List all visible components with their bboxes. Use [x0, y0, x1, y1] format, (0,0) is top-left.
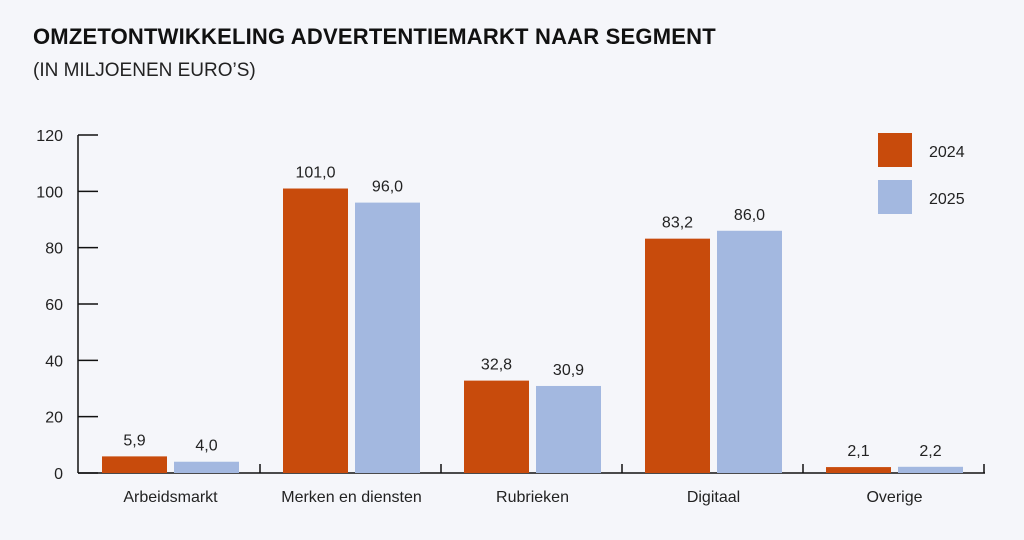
- legend-label: 2024: [929, 144, 965, 161]
- x-category-label: Arbeidsmarkt: [123, 489, 218, 506]
- bar-value-label: 5,9: [123, 432, 145, 449]
- x-category-label: Rubrieken: [496, 489, 569, 506]
- bar-value-label: 96,0: [372, 179, 403, 196]
- y-tick-label: 120: [36, 128, 63, 145]
- y-tick-label: 60: [45, 297, 63, 314]
- bar-value-label: 101,0: [295, 165, 335, 182]
- chart-subtitle: (IN MILJOENEN EURO’S): [33, 60, 256, 81]
- bar-2024: [283, 188, 348, 473]
- bar-value-label: 30,9: [553, 362, 584, 379]
- bar-2024: [102, 456, 167, 473]
- bar-2025: [898, 466, 963, 473]
- bar-value-label: 2,2: [919, 443, 941, 460]
- legend-label: 2025: [929, 191, 965, 208]
- y-tick-label: 80: [45, 241, 63, 258]
- bar-value-label: 83,2: [662, 215, 693, 232]
- x-category-label: Overige: [866, 489, 922, 506]
- bar-2025: [717, 230, 782, 473]
- bar-2025: [536, 385, 601, 473]
- bar-2025: [174, 461, 239, 473]
- legend-swatch-2024: [878, 133, 912, 167]
- y-tick-label: 40: [45, 353, 63, 370]
- bar-2024: [826, 467, 891, 473]
- y-tick-label: 20: [45, 410, 63, 427]
- bar-value-label: 4,0: [195, 438, 217, 455]
- bar-2024: [464, 380, 529, 473]
- bar-value-label: 32,8: [481, 357, 512, 374]
- y-tick-label: 0: [54, 466, 63, 483]
- chart-title: OMZETONTWIKKELING ADVERTENTIEMARKT NAAR …: [33, 24, 716, 49]
- legend-swatch-2025: [878, 180, 912, 214]
- y-tick-label: 100: [36, 184, 63, 201]
- bar-value-label: 86,0: [734, 207, 765, 224]
- bar-2024: [645, 238, 710, 473]
- bar-2025: [355, 202, 420, 473]
- bar-value-label: 2,1: [847, 443, 869, 460]
- x-category-label: Digitaal: [687, 489, 740, 506]
- x-category-label: Merken en diensten: [281, 489, 422, 506]
